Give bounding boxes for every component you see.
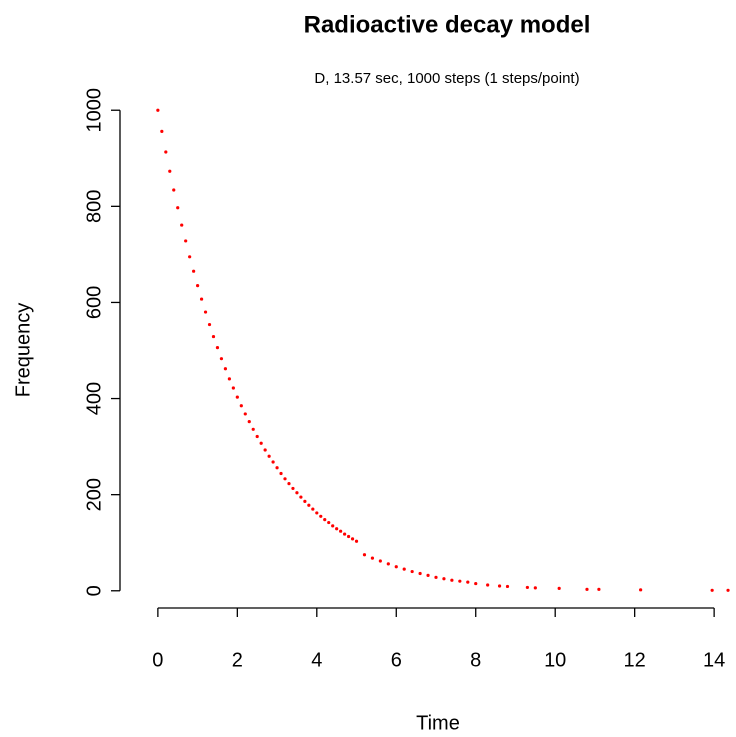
point bbox=[192, 269, 196, 273]
point bbox=[497, 584, 502, 588]
point bbox=[343, 532, 347, 536]
point bbox=[180, 223, 184, 227]
point bbox=[350, 537, 355, 541]
point bbox=[474, 581, 478, 586]
point bbox=[597, 587, 601, 591]
point bbox=[160, 129, 164, 133]
point bbox=[466, 580, 470, 584]
y-tick-label: 800 bbox=[83, 190, 105, 223]
point bbox=[176, 206, 180, 210]
point bbox=[442, 577, 446, 581]
point bbox=[196, 284, 200, 288]
point bbox=[354, 539, 359, 543]
point bbox=[585, 587, 589, 591]
point bbox=[271, 460, 275, 464]
point bbox=[279, 471, 283, 476]
point bbox=[156, 108, 160, 112]
point bbox=[505, 584, 510, 589]
point bbox=[291, 486, 295, 491]
point bbox=[295, 491, 299, 495]
point bbox=[259, 441, 263, 445]
point bbox=[215, 346, 220, 350]
point bbox=[386, 562, 390, 566]
y-tick-label: 1000 bbox=[83, 88, 105, 133]
point bbox=[184, 239, 188, 243]
y-tick-label: 400 bbox=[83, 382, 105, 415]
point bbox=[418, 571, 422, 576]
point bbox=[394, 565, 398, 569]
point bbox=[533, 586, 537, 590]
point bbox=[239, 404, 243, 408]
point bbox=[283, 477, 287, 481]
point bbox=[327, 520, 331, 525]
point bbox=[402, 567, 406, 571]
point bbox=[231, 386, 235, 390]
point bbox=[251, 427, 255, 431]
point bbox=[370, 556, 375, 560]
x-tick-label: 0 bbox=[152, 649, 163, 671]
point bbox=[323, 518, 327, 522]
x-axis-title: Time bbox=[416, 712, 460, 734]
point bbox=[426, 573, 430, 578]
point bbox=[525, 585, 529, 590]
point bbox=[207, 322, 212, 327]
point bbox=[223, 367, 228, 371]
x-tick-label: 4 bbox=[311, 649, 322, 671]
y-tick-label: 0 bbox=[83, 585, 105, 596]
point bbox=[726, 588, 730, 592]
point bbox=[287, 482, 291, 486]
point bbox=[450, 578, 454, 582]
y-axis-title: Frequency bbox=[12, 303, 34, 398]
point bbox=[331, 524, 335, 528]
point bbox=[164, 150, 168, 154]
x-tick-label: 12 bbox=[624, 649, 646, 671]
point bbox=[255, 434, 259, 439]
x-tick-label: 10 bbox=[544, 649, 566, 671]
point bbox=[172, 188, 176, 192]
chart-subtitle: D, 13.57 sec, 1000 steps (1 steps/point) bbox=[314, 70, 579, 87]
x-tick-label: 6 bbox=[391, 649, 402, 671]
point bbox=[247, 420, 251, 424]
point bbox=[710, 588, 714, 592]
point bbox=[219, 357, 224, 361]
y-tick-label: 600 bbox=[83, 286, 105, 319]
point bbox=[307, 503, 311, 507]
point bbox=[227, 377, 231, 381]
point bbox=[299, 495, 303, 499]
point bbox=[203, 310, 208, 314]
point bbox=[188, 255, 192, 259]
point bbox=[315, 511, 319, 515]
point bbox=[335, 527, 339, 531]
x-tick-label: 8 bbox=[470, 649, 481, 671]
point bbox=[235, 395, 239, 399]
point bbox=[362, 553, 367, 557]
point bbox=[319, 514, 323, 518]
point bbox=[339, 529, 343, 533]
point bbox=[486, 583, 490, 587]
point bbox=[346, 534, 351, 539]
point bbox=[458, 579, 462, 583]
point bbox=[639, 588, 643, 592]
point bbox=[434, 575, 438, 579]
point bbox=[378, 559, 382, 563]
point bbox=[275, 466, 279, 470]
point bbox=[557, 586, 561, 590]
x-tick-label: 2 bbox=[232, 649, 243, 671]
point bbox=[199, 297, 204, 301]
x-tick-label: 14 bbox=[703, 649, 725, 671]
point bbox=[303, 499, 307, 503]
y-tick-label: 200 bbox=[83, 478, 105, 511]
point bbox=[211, 334, 216, 339]
point bbox=[168, 169, 172, 173]
point bbox=[243, 412, 247, 416]
point bbox=[311, 507, 315, 511]
point bbox=[263, 448, 267, 452]
point bbox=[410, 569, 414, 574]
point bbox=[267, 454, 271, 458]
chart-title: Radioactive decay model bbox=[304, 11, 591, 38]
